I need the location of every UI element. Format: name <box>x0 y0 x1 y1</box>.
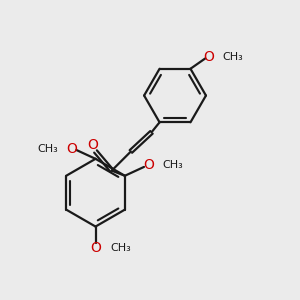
Text: O: O <box>67 142 77 155</box>
Text: CH₃: CH₃ <box>111 243 132 253</box>
Text: CH₃: CH₃ <box>38 143 58 154</box>
Text: O: O <box>91 241 102 255</box>
Text: O: O <box>88 138 99 152</box>
Text: O: O <box>203 50 214 64</box>
Text: CH₃: CH₃ <box>162 160 183 170</box>
Text: CH₃: CH₃ <box>222 52 243 62</box>
Text: O: O <box>143 158 154 172</box>
